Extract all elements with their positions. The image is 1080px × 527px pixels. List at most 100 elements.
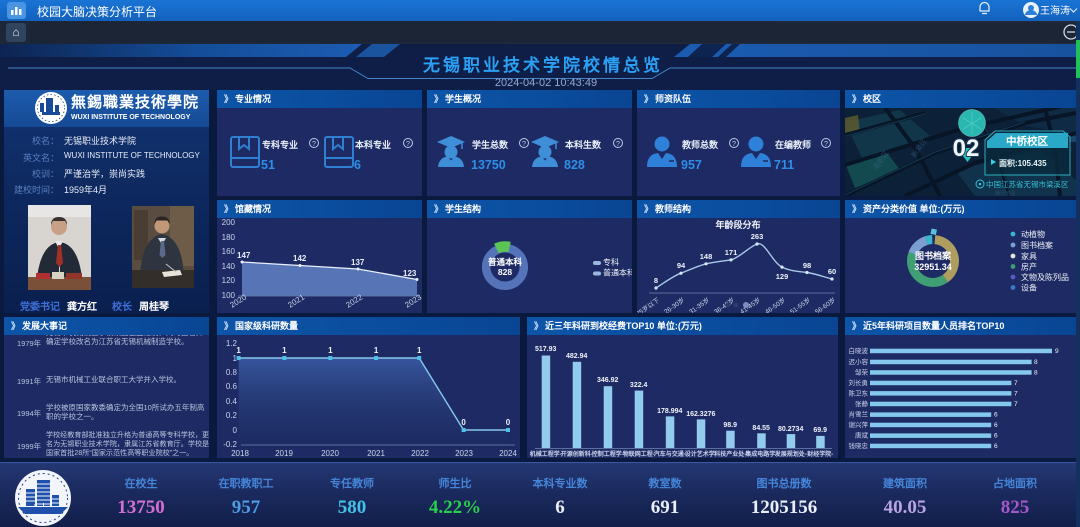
svg-text:2023: 2023 bbox=[455, 449, 473, 458]
svg-text:家具: 家具 bbox=[1021, 251, 1037, 261]
svg-text:8: 8 bbox=[1034, 359, 1038, 366]
svg-text:0.6: 0.6 bbox=[226, 382, 238, 391]
svg-text:98.9: 98.9 bbox=[723, 422, 737, 429]
svg-text:147: 147 bbox=[237, 251, 251, 260]
svg-text:陈卫东: 陈卫东 bbox=[849, 388, 869, 397]
svg-text:346.92: 346.92 bbox=[597, 377, 619, 384]
svg-text:肖雪兰: 肖雪兰 bbox=[849, 410, 869, 419]
svg-text:2022: 2022 bbox=[411, 449, 429, 458]
svg-text:张静: 张静 bbox=[855, 399, 869, 408]
svg-text:房产: 房产 bbox=[1021, 262, 1037, 272]
svg-text:发展规划处-: 发展规划处- bbox=[774, 450, 807, 458]
svg-text:98: 98 bbox=[803, 261, 811, 270]
svg-text:0.8: 0.8 bbox=[226, 368, 238, 377]
svg-text:56-60岁: 56-60岁 bbox=[813, 295, 837, 313]
svg-text:0: 0 bbox=[506, 418, 511, 427]
svg-text:828: 828 bbox=[498, 267, 512, 277]
svg-text:9: 9 bbox=[1055, 348, 1059, 355]
svg-text:控制工程学-: 控制工程学- bbox=[592, 450, 624, 458]
svg-text:94: 94 bbox=[677, 261, 686, 270]
svg-text:普通本科: 普通本科 bbox=[488, 257, 523, 267]
svg-text:84.55: 84.55 bbox=[752, 425, 770, 432]
svg-text:设计艺术学-: 设计艺术学- bbox=[685, 450, 717, 458]
svg-text:123: 123 bbox=[403, 269, 417, 278]
svg-text:物联网工程-: 物联网工程- bbox=[623, 450, 655, 458]
svg-text:148: 148 bbox=[700, 252, 713, 261]
svg-text:322.4: 322.4 bbox=[630, 382, 648, 389]
svg-text:动植物: 动植物 bbox=[1021, 229, 1045, 239]
svg-text:02: 02 bbox=[953, 135, 980, 162]
svg-text:80.2734: 80.2734 bbox=[778, 426, 803, 433]
svg-text:120: 120 bbox=[222, 276, 236, 285]
svg-text:集成电路学-: 集成电路学- bbox=[744, 450, 777, 458]
svg-text:2019: 2019 bbox=[275, 449, 293, 458]
svg-text:171: 171 bbox=[725, 248, 738, 257]
svg-text:1: 1 bbox=[236, 346, 241, 355]
svg-text:6: 6 bbox=[994, 433, 998, 440]
svg-text:6: 6 bbox=[994, 412, 998, 419]
svg-text:60: 60 bbox=[828, 267, 836, 276]
svg-text:51-55岁: 51-55岁 bbox=[788, 295, 812, 313]
svg-text:6: 6 bbox=[994, 443, 998, 450]
svg-text:中国江苏省无锡市梁溪区: 中国江苏省无锡市梁溪区 bbox=[986, 179, 1069, 189]
svg-text:谢兴萍: 谢兴萍 bbox=[849, 420, 869, 429]
svg-text:無錫職業技術學院: 無錫職業技術學院 bbox=[71, 93, 199, 111]
svg-text:钱晓忠: 钱晓忠 bbox=[849, 441, 869, 450]
svg-text:46-50岁: 46-50岁 bbox=[763, 295, 787, 313]
svg-text:1: 1 bbox=[282, 346, 287, 355]
svg-text:178.994: 178.994 bbox=[657, 408, 682, 415]
svg-text:唐斌: 唐斌 bbox=[855, 431, 869, 440]
svg-text:0: 0 bbox=[461, 418, 466, 427]
svg-text:图书档案: 图书档案 bbox=[915, 250, 952, 261]
svg-text:设备: 设备 bbox=[1021, 283, 1037, 293]
svg-text:2018: 2018 bbox=[231, 449, 249, 458]
svg-text:文物及陈列品: 文物及陈列品 bbox=[1021, 272, 1069, 282]
svg-text:专科: 专科 bbox=[603, 257, 619, 267]
svg-text:160: 160 bbox=[222, 247, 236, 256]
svg-text:1: 1 bbox=[233, 354, 238, 363]
svg-text:机械工程学-: 机械工程学- bbox=[530, 450, 562, 458]
svg-text:180: 180 bbox=[222, 233, 236, 242]
svg-text:王海涛: 王海涛 bbox=[1040, 4, 1070, 17]
svg-text:2024: 2024 bbox=[499, 449, 517, 458]
svg-text:482.94: 482.94 bbox=[566, 353, 588, 360]
svg-text:邹荣: 邹荣 bbox=[855, 368, 869, 377]
svg-text:162.3276: 162.3276 bbox=[686, 411, 715, 418]
svg-text:142: 142 bbox=[293, 254, 307, 263]
svg-text:图书档案: 图书档案 bbox=[1021, 240, 1053, 250]
svg-text:7: 7 bbox=[1014, 390, 1018, 397]
svg-text:7: 7 bbox=[1014, 380, 1018, 387]
svg-text:1: 1 bbox=[417, 346, 422, 355]
svg-text:517.93: 517.93 bbox=[535, 346, 557, 353]
svg-text:6: 6 bbox=[994, 422, 998, 429]
svg-text:0.2: 0.2 bbox=[226, 411, 238, 420]
svg-text:200: 200 bbox=[222, 218, 236, 227]
svg-text:140: 140 bbox=[222, 262, 236, 271]
svg-text:年龄段分布: 年龄段分布 bbox=[715, 219, 760, 230]
svg-text:1: 1 bbox=[328, 346, 333, 355]
svg-text:41-45岁: 41-45岁 bbox=[738, 295, 762, 313]
svg-text:2020: 2020 bbox=[321, 449, 339, 458]
svg-text:WUXI INSTITUTE OF TECHNOLOGY: WUXI INSTITUTE OF TECHNOLOGY bbox=[71, 114, 191, 121]
svg-text:1.2: 1.2 bbox=[226, 339, 238, 348]
svg-text:31-35岁: 31-35岁 bbox=[687, 295, 711, 313]
svg-text:36-40岁: 36-40岁 bbox=[712, 295, 736, 313]
svg-text:白晓波: 白晓波 bbox=[849, 346, 869, 355]
svg-text:0: 0 bbox=[233, 426, 238, 435]
svg-text:开源创新科-: 开源创新科- bbox=[561, 450, 593, 458]
svg-text:财经学院-: 财经学院- bbox=[806, 450, 833, 458]
svg-text:1: 1 bbox=[374, 346, 379, 355]
svg-text:-0.2: -0.2 bbox=[223, 440, 237, 449]
svg-text:0.4: 0.4 bbox=[226, 397, 238, 406]
svg-text:中桥校区: 中桥校区 bbox=[1006, 135, 1048, 148]
svg-text:263: 263 bbox=[751, 232, 764, 241]
svg-text:面积:105.435: 面积:105.435 bbox=[999, 158, 1047, 168]
svg-text:8: 8 bbox=[654, 276, 658, 285]
svg-text:普通本科: 普通本科 bbox=[603, 268, 632, 278]
svg-text:26-30岁: 26-30岁 bbox=[662, 295, 686, 313]
svg-text:7: 7 bbox=[1014, 401, 1018, 408]
svg-text:69.9: 69.9 bbox=[813, 427, 827, 434]
svg-text:腾讯地图: 腾讯地图 bbox=[995, 190, 1015, 196]
svg-text:刘长勇: 刘长勇 bbox=[849, 378, 869, 387]
svg-text:2021: 2021 bbox=[367, 449, 385, 458]
